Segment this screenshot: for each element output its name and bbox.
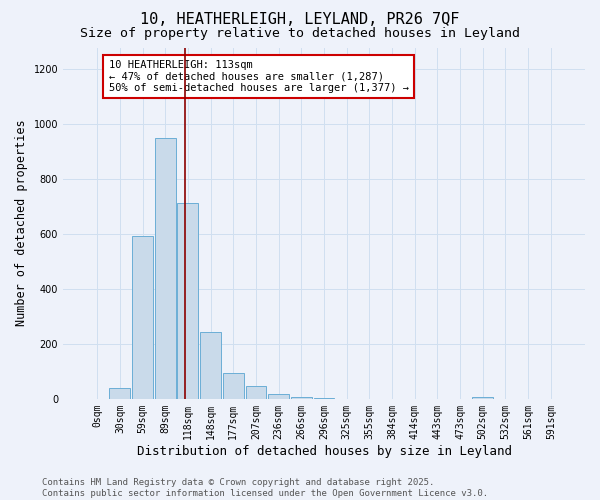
Text: 10, HEATHERLEIGH, LEYLAND, PR26 7QF: 10, HEATHERLEIGH, LEYLAND, PR26 7QF xyxy=(140,12,460,28)
Bar xyxy=(314,398,334,399)
Bar xyxy=(472,397,493,399)
Text: Size of property relative to detached houses in Leyland: Size of property relative to detached ho… xyxy=(80,28,520,40)
Text: 10 HEATHERLEIGH: 113sqm
← 47% of detached houses are smaller (1,287)
50% of semi: 10 HEATHERLEIGH: 113sqm ← 47% of detache… xyxy=(109,60,409,93)
X-axis label: Distribution of detached houses by size in Leyland: Distribution of detached houses by size … xyxy=(137,444,512,458)
Y-axis label: Number of detached properties: Number of detached properties xyxy=(15,120,28,326)
Bar xyxy=(200,332,221,399)
Bar xyxy=(291,398,312,399)
Bar xyxy=(178,202,199,399)
Bar xyxy=(268,394,289,399)
Bar xyxy=(109,388,130,399)
Bar xyxy=(132,236,153,399)
Bar xyxy=(245,386,266,399)
Bar xyxy=(223,373,244,399)
Bar xyxy=(155,138,176,399)
Text: Contains HM Land Registry data © Crown copyright and database right 2025.
Contai: Contains HM Land Registry data © Crown c… xyxy=(42,478,488,498)
